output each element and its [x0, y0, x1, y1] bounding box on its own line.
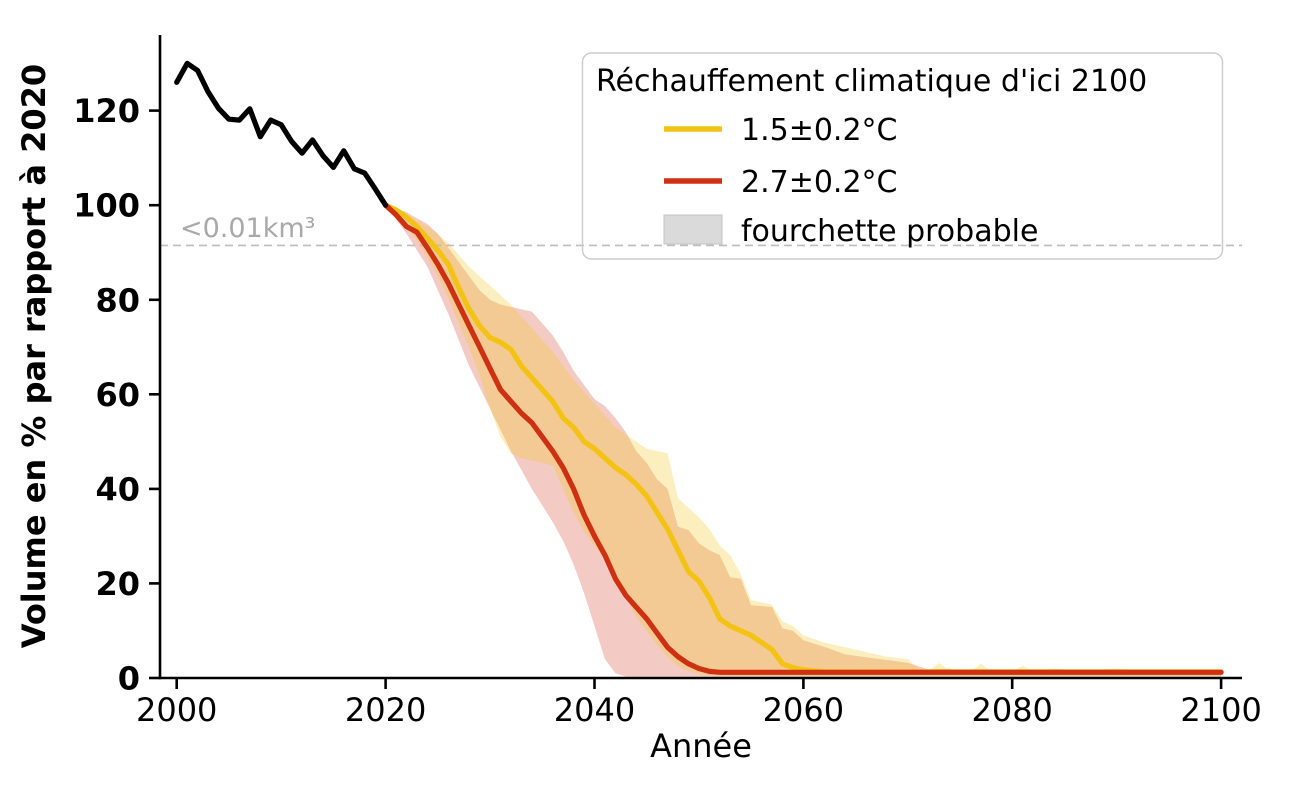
y-tick-label: 0: [118, 660, 140, 698]
legend-label-1p5: 1.5±0.2°C: [741, 113, 898, 148]
x-tick-label: 2000: [136, 691, 217, 729]
line-historical: [174, 60, 389, 208]
x-tick-label: 2040: [554, 691, 635, 729]
axes: [158, 35, 1242, 680]
y-tick-label: 60: [95, 376, 140, 414]
y-tick-label: 100: [73, 187, 140, 225]
threshold-label: <0.01km³: [180, 213, 316, 244]
line-2p7: [383, 202, 1224, 675]
y-tick-label: 20: [95, 565, 140, 603]
legend-title: Réchauffement climatique d'ici 2100: [596, 64, 1147, 99]
y-tick-label: 120: [73, 92, 140, 130]
x-axis-ticks: 2000 2020 2040 2060 2080 2100: [136, 678, 1262, 729]
legend-entry-1p5: 1.5±0.2°C: [664, 113, 898, 148]
legend-patch-swatch-band: [663, 214, 723, 245]
legend-frame: [581, 52, 1224, 260]
confidence-bands: [385, 205, 1222, 677]
x-tick-label: 2100: [1180, 691, 1261, 729]
legend-label-band: fourchette probable: [741, 214, 1038, 249]
y-axis-ticks: 0 20 40 60 80 100 120: [73, 92, 160, 698]
x-tick-label: 2080: [971, 691, 1052, 729]
y-tick-label: 80: [95, 281, 140, 319]
x-axis-label: Année: [650, 727, 752, 765]
legend-entry-2p7: 2.7±0.2°C: [664, 165, 898, 200]
band-2p7: [385, 205, 1222, 677]
legend: Réchauffement climatique d'ici 2100 1.5±…: [581, 52, 1224, 260]
y-axis-label: Volume en % par rapport à 2020: [15, 64, 53, 648]
legend-entry-band: fourchette probable: [663, 214, 1038, 249]
y-tick-label: 40: [95, 470, 140, 508]
band-1p5: [385, 205, 1222, 677]
line-1p5: [383, 202, 1224, 675]
series-lines: [174, 60, 1224, 675]
legend-label-2p7: 2.7±0.2°C: [741, 165, 898, 200]
x-tick-label: 2020: [345, 691, 426, 729]
x-tick-label: 2060: [763, 691, 844, 729]
